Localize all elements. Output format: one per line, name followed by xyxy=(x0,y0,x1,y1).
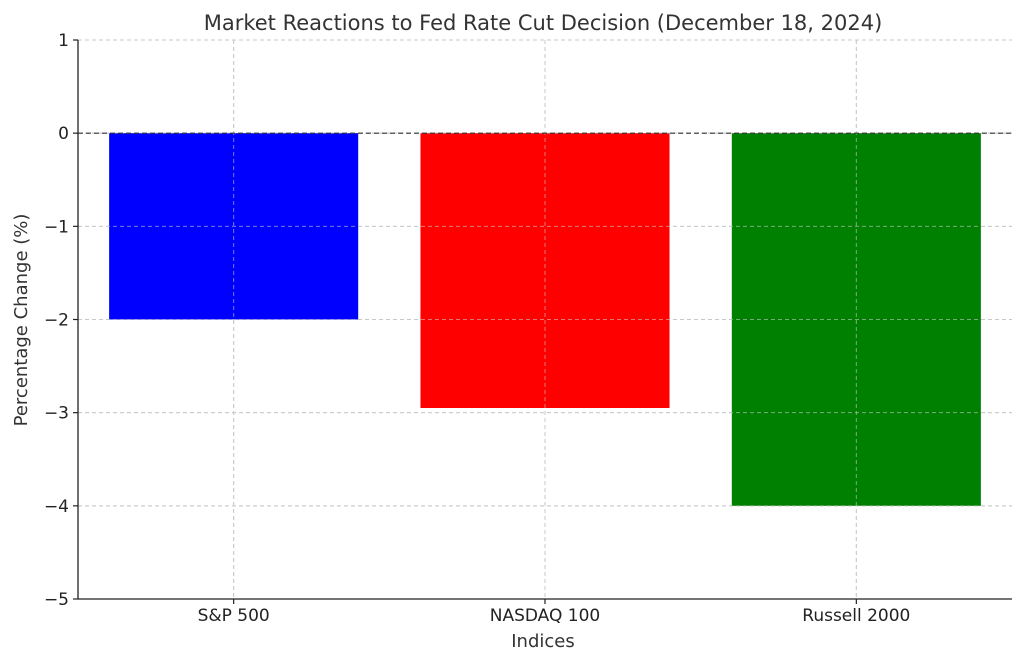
y-tick-label: 1 xyxy=(58,31,69,51)
chart-title: Market Reactions to Fed Rate Cut Decisio… xyxy=(204,11,883,35)
x-axis-label: Indices xyxy=(511,631,575,652)
x-tick-layer: S&P 500 NASDAQ 100 Russell 2000 xyxy=(198,599,910,626)
y-tick-label: 0 xyxy=(58,124,69,144)
y-axis-label: Percentage Change (%) xyxy=(11,214,32,427)
y-tick-label: −3 xyxy=(44,404,69,424)
y-tick-label: −1 xyxy=(44,217,69,237)
x-tick-label: Russell 2000 xyxy=(802,606,910,626)
x-tick-label: S&P 500 xyxy=(198,606,270,626)
y-tick-label: −5 xyxy=(44,590,69,610)
y-tick-layer: 1 0 −1 −2 −3 −4 −5 xyxy=(44,31,78,610)
y-tick-label: −4 xyxy=(44,497,69,517)
y-tick-label: −2 xyxy=(44,311,69,331)
x-tick-label: NASDAQ 100 xyxy=(490,606,601,626)
